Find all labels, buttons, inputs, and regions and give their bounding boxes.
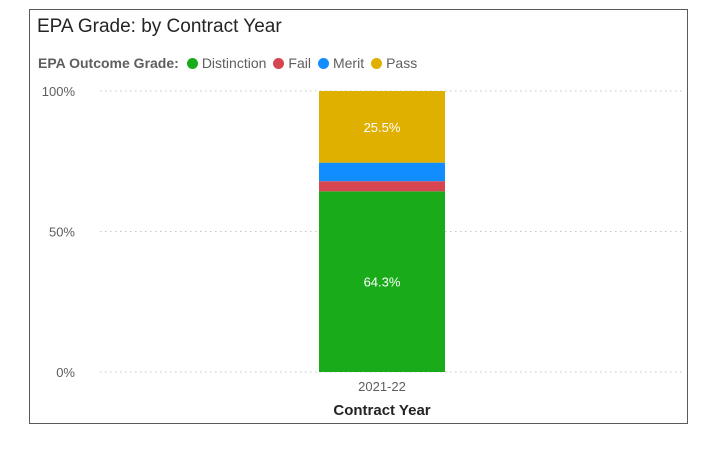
legend-item-distinction[interactable]: Distinction [186, 55, 267, 71]
legend-marker-fail [273, 57, 285, 69]
legend-label-distinction: Distinction [201, 55, 267, 71]
legend-label-fail: Fail [288, 55, 311, 71]
chart-title: EPA Grade: by Contract Year [37, 16, 282, 37]
legend-item-fail[interactable]: Fail [273, 55, 311, 71]
legend-item-merit[interactable]: Merit [317, 55, 365, 71]
data-label-pass: 25.5% [364, 120, 401, 135]
legend-marker-distinction [186, 57, 198, 69]
legend-marker-pass [371, 57, 383, 69]
legend-label-merit: Merit [332, 55, 365, 71]
legend-item-pass[interactable]: Pass [371, 55, 417, 71]
legend-label-pass: Pass [386, 55, 418, 71]
x-axis-title: Contract Year [333, 402, 430, 419]
bar-segment-fail[interactable] [319, 181, 445, 192]
legend: EPA Outcome Grade: Distinction Fail Meri… [38, 55, 424, 71]
chart-plot: 0% 50% 100% 64.3% 25.5% 2021-22 Contract Year [42, 84, 685, 419]
data-label-distinction: 64.3% [364, 275, 401, 290]
legend-title: EPA Outcome Grade: [38, 55, 179, 71]
y-tick-label-100: 100% [42, 84, 76, 99]
legend-marker-merit [317, 57, 329, 69]
x-tick-label: 2021-22 [358, 379, 406, 394]
bar-segment-pass[interactable] [319, 91, 445, 163]
chart-frame: EPA Grade: by Contract Year EPA Outcome … [29, 9, 688, 424]
y-tick-label-50: 50% [49, 225, 75, 240]
y-tick-label-0: 0% [56, 365, 75, 380]
bar-segment-merit[interactable] [319, 162, 445, 182]
bar-segment-distinction[interactable] [319, 191, 445, 372]
